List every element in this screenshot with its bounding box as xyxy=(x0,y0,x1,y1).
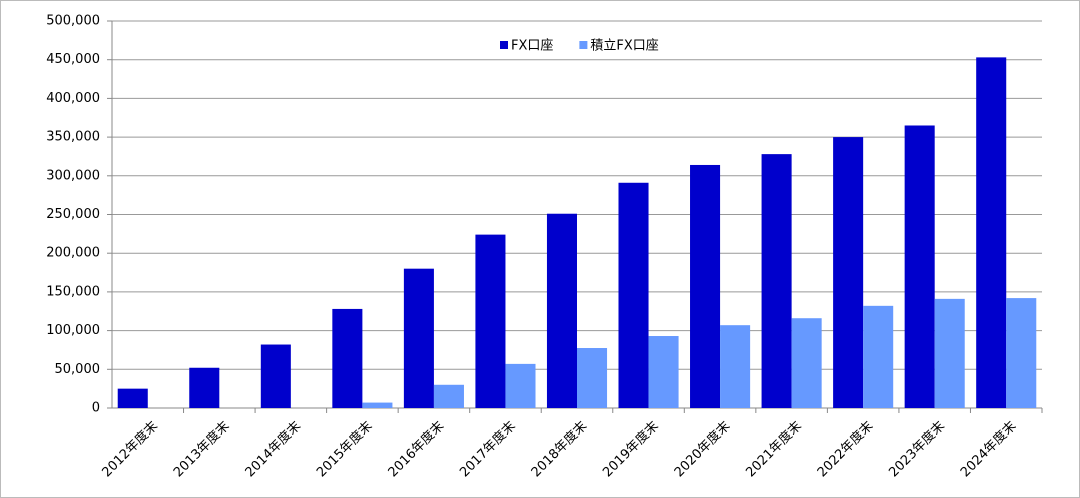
bar xyxy=(362,402,393,408)
y-tick-label: 500,000 xyxy=(46,14,100,29)
legend-swatch xyxy=(579,41,588,49)
y-tick-label: 350,000 xyxy=(46,130,100,145)
y-tick-label: 250,000 xyxy=(46,207,100,222)
bar xyxy=(833,137,864,408)
y-tick-label: 300,000 xyxy=(46,168,100,183)
bar xyxy=(791,318,822,408)
y-tick-label: 0 xyxy=(92,401,100,416)
bar xyxy=(260,344,291,408)
bar xyxy=(648,336,679,408)
legend-label: FX口座 xyxy=(511,39,553,54)
bar xyxy=(577,348,608,408)
bar xyxy=(690,164,721,408)
bar xyxy=(863,305,894,408)
legend-label: 積立FX口座 xyxy=(590,39,658,54)
y-tick-label: 100,000 xyxy=(46,323,100,338)
bar xyxy=(475,234,506,408)
bar xyxy=(1006,298,1037,408)
y-tick-label: 200,000 xyxy=(46,246,100,261)
bar xyxy=(189,367,220,408)
y-tick-label: 50,000 xyxy=(55,362,101,377)
bar xyxy=(546,213,577,408)
y-tick-label: 450,000 xyxy=(46,52,100,67)
legend-swatch xyxy=(500,41,508,49)
bar xyxy=(117,388,148,408)
y-tick-label: 400,000 xyxy=(46,91,100,106)
bar xyxy=(403,268,434,408)
bar xyxy=(433,384,464,408)
bar xyxy=(505,363,536,408)
bar xyxy=(904,125,935,409)
y-tick-label: 150,000 xyxy=(46,284,100,299)
bar xyxy=(332,308,363,408)
bar xyxy=(618,182,649,408)
bar xyxy=(934,298,965,408)
bar xyxy=(976,57,1007,409)
bar xyxy=(761,154,792,408)
bar xyxy=(720,325,751,408)
